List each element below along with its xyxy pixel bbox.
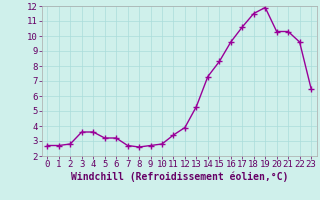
X-axis label: Windchill (Refroidissement éolien,°C): Windchill (Refroidissement éolien,°C) — [70, 172, 288, 182]
